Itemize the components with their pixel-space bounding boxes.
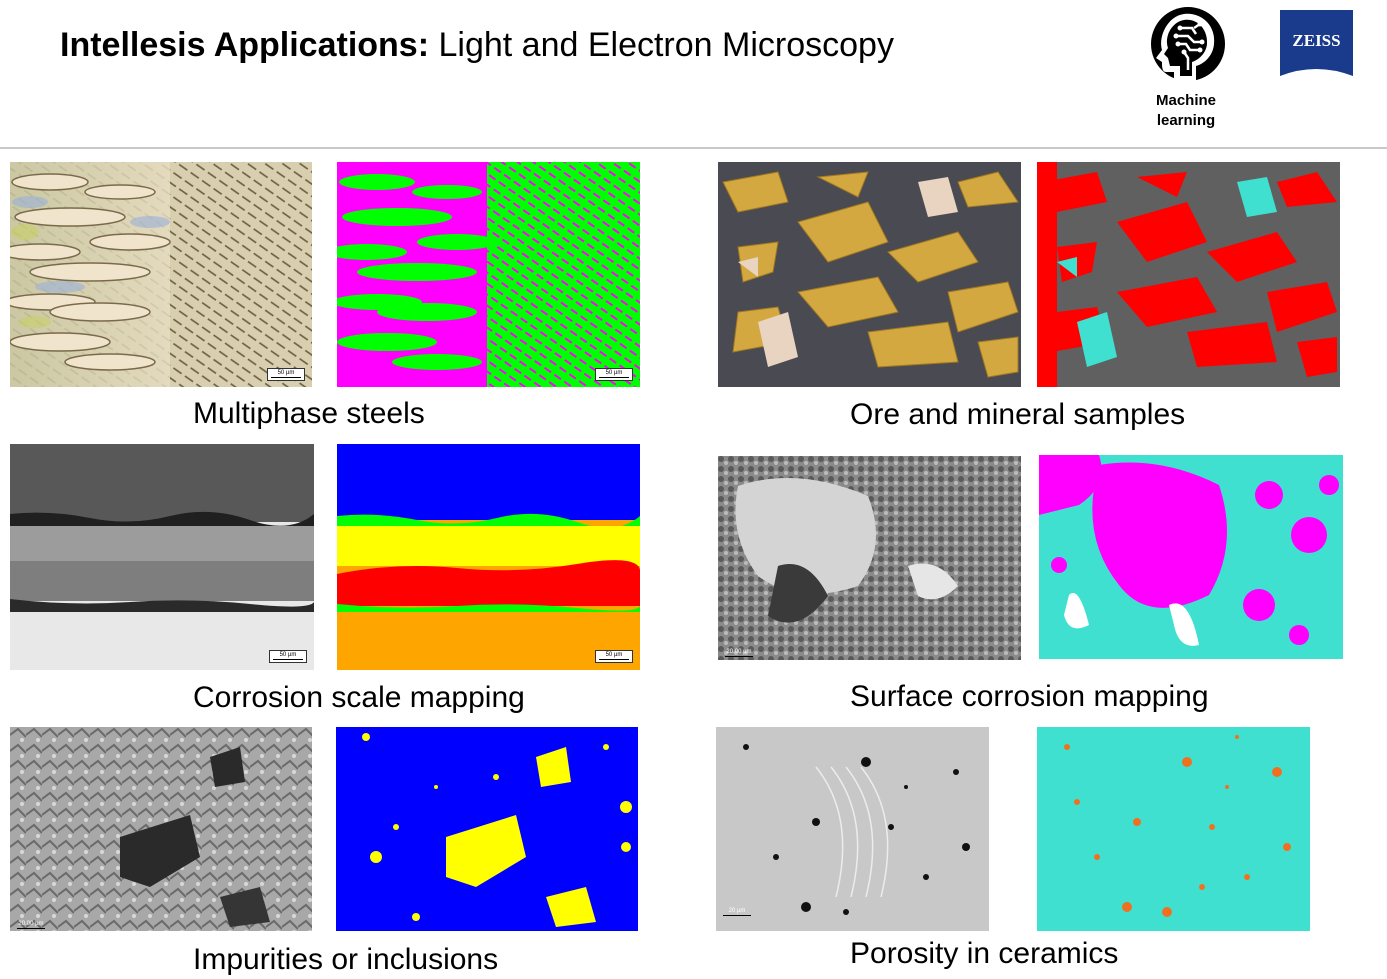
- corrosion-scale-segmentation-image: [337, 444, 640, 670]
- scale-bar: 50 µm: [595, 368, 633, 381]
- ceramic-segmentation-image: [1037, 727, 1310, 931]
- zeiss-logo: ZEISS: [1280, 10, 1353, 82]
- ore-segmentation-image: [1037, 162, 1340, 387]
- caption-surface-corrosion: Surface corrosion mapping: [850, 680, 1209, 713]
- ceramic-micrograph-image: [716, 727, 989, 931]
- ore-micrograph-image: [718, 162, 1021, 387]
- scale-bar: 50 µm: [595, 650, 633, 663]
- caption-porosity-ceramics: Porosity in ceramics: [850, 937, 1119, 970]
- scale-bar: 20 µm: [720, 907, 754, 916]
- caption-corrosion-scale: Corrosion scale mapping: [193, 681, 525, 714]
- caption-ore-mineral: Ore and mineral samples: [850, 398, 1186, 431]
- caption-impurities-inclusions: Impurities or inclusions: [193, 943, 499, 976]
- page-title: Intellesis Applications: Light and Elect…: [60, 26, 894, 65]
- scale-bar: 50 µm: [269, 650, 307, 663]
- inclusion-micrograph-image: [10, 727, 312, 931]
- ml-label-line1: Machine: [1155, 92, 1216, 109]
- machine-learning-label: Machine learning: [1138, 91, 1234, 131]
- steel-micrograph-image: [10, 162, 312, 387]
- scale-bar: 50 µm: [267, 368, 305, 381]
- surface-corrosion-segmentation-image: [1039, 455, 1343, 659]
- inclusion-segmentation-image: [336, 727, 638, 931]
- caption-multiphase-steels: Multiphase steels: [193, 397, 425, 430]
- ml-label-line2: learning: [1156, 112, 1216, 129]
- surface-corrosion-micrograph-image: [718, 456, 1021, 660]
- steel-segmentation-image: [337, 162, 640, 387]
- machine-learning-brain-icon: [1144, 6, 1230, 86]
- corrosion-scale-micrograph-image: [10, 444, 314, 670]
- svg-text:ZEISS: ZEISS: [1292, 31, 1340, 50]
- title-rest: Light and Electron Microscopy: [429, 26, 894, 64]
- scale-bar: 20.00 µm: [722, 648, 756, 657]
- title-bold: Intellesis Applications:: [60, 26, 430, 64]
- scale-bar: 20.00 µm: [14, 920, 48, 929]
- header-divider: [0, 147, 1387, 149]
